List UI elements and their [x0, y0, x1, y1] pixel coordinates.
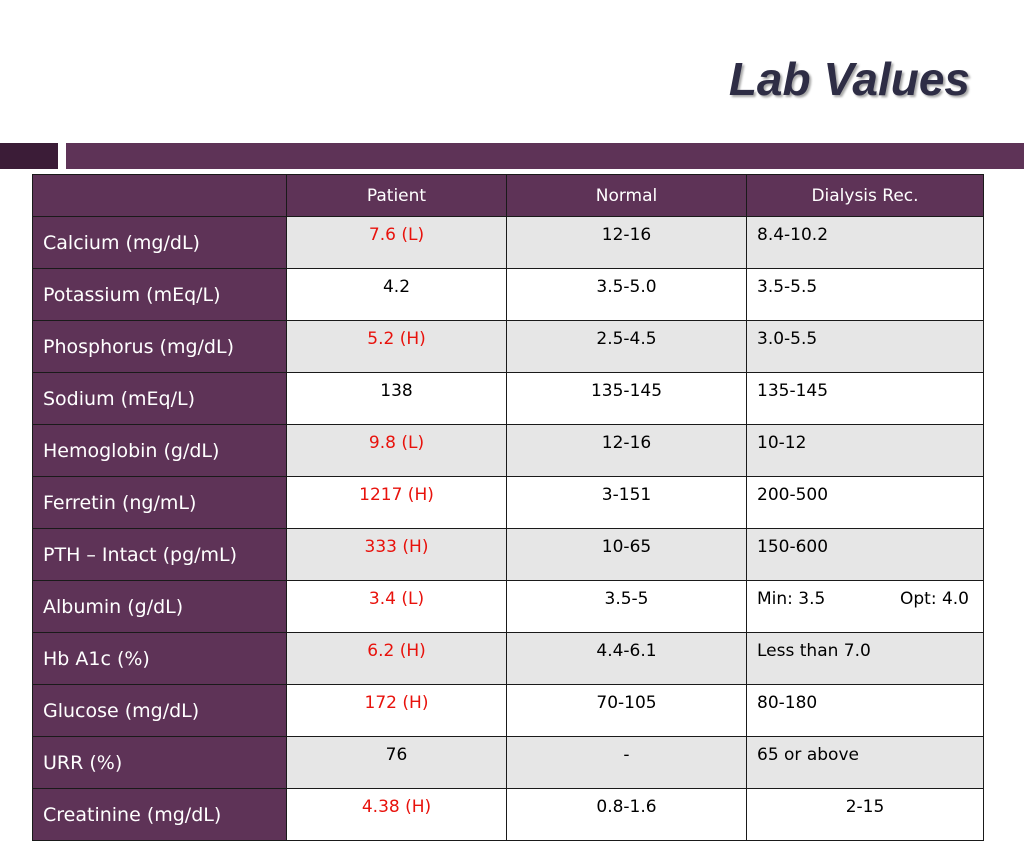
dialysis-min: Min: 3.5 [757, 589, 826, 609]
table-row: Hb A1c (%) 6.2 (H) 4.4-6.1 Less than 7.0 [32, 632, 984, 685]
slide-title: Lab Values [728, 53, 970, 105]
row-label: Sodium (mEq/L) [32, 372, 287, 425]
normal-range: 0.8-1.6 [506, 788, 747, 841]
patient-value: 333 (H) [286, 528, 507, 581]
table-header-row: Patient Normal Dialysis Rec. [32, 174, 984, 217]
patient-value: 6.2 (H) [286, 632, 507, 685]
normal-range: 70-105 [506, 684, 747, 737]
row-label: Calcium (mg/dL) [32, 216, 287, 269]
row-label: Creatinine (mg/dL) [32, 788, 287, 841]
dialysis-range: 10-12 [746, 424, 984, 477]
table-row: Phosphorus (mg/dL) 5.2 (H) 2.5-4.5 3.0-5… [32, 320, 984, 373]
normal-range: 135-145 [506, 372, 747, 425]
normal-range: 3.5-5.0 [506, 268, 747, 321]
patient-value: 3.4 (L) [286, 580, 507, 633]
patient-value: 76 [286, 736, 507, 789]
row-label: Albumin (g/dL) [32, 580, 287, 633]
table-row: PTH – Intact (pg/mL) 333 (H) 10-65 150-6… [32, 528, 984, 581]
header-dialysis: Dialysis Rec. [746, 174, 984, 217]
normal-range: 2.5-4.5 [506, 320, 747, 373]
normal-range: 10-65 [506, 528, 747, 581]
dialysis-range: 200-500 [746, 476, 984, 529]
dialysis-range: 80-180 [746, 684, 984, 737]
table-row: Calcium (mg/dL) 7.6 (L) 12-16 8.4-10.2 [32, 216, 984, 269]
table-row: Potassium (mEq/L) 4.2 3.5-5.0 3.5-5.5 [32, 268, 984, 321]
dialysis-range: 3.5-5.5 [746, 268, 984, 321]
title-divider-bar [66, 143, 1024, 169]
row-label: Glucose (mg/dL) [32, 684, 287, 737]
patient-value: 9.8 (L) [286, 424, 507, 477]
normal-range: 12-16 [506, 216, 747, 269]
table-row: URR (%) 76 - 65 or above [32, 736, 984, 789]
row-label: Hb A1c (%) [32, 632, 287, 685]
dialysis-range: Less than 7.0 [746, 632, 984, 685]
row-label: PTH – Intact (pg/mL) [32, 528, 287, 581]
row-label: Ferretin (ng/mL) [32, 476, 287, 529]
header-patient: Patient [286, 174, 507, 217]
patient-value: 138 [286, 372, 507, 425]
lab-values-table: Patient Normal Dialysis Rec. Calcium (mg… [32, 174, 984, 841]
title-divider-accent [0, 143, 58, 169]
normal-range: 3.5-5 [506, 580, 747, 633]
normal-range: 3-151 [506, 476, 747, 529]
row-label: URR (%) [32, 736, 287, 789]
dialysis-range: 135-145 [746, 372, 984, 425]
normal-range: - [506, 736, 747, 789]
patient-value: 1217 (H) [286, 476, 507, 529]
dialysis-range: 65 or above [746, 736, 984, 789]
row-label: Phosphorus (mg/dL) [32, 320, 287, 373]
patient-value: 172 (H) [286, 684, 507, 737]
dialysis-opt: Opt: 4.0 [899, 589, 969, 609]
table-row: Glucose (mg/dL) 172 (H) 70-105 80-180 [32, 684, 984, 737]
table-row: Albumin (g/dL) 3.4 (L) 3.5-5 Min: 3.5 Op… [32, 580, 984, 633]
patient-value: 4.38 (H) [286, 788, 507, 841]
dialysis-range: 150-600 [746, 528, 984, 581]
patient-value: 5.2 (H) [286, 320, 507, 373]
table-row: Sodium (mEq/L) 138 135-145 135-145 [32, 372, 984, 425]
patient-value: 7.6 (L) [286, 216, 507, 269]
table-row: Ferretin (ng/mL) 1217 (H) 3-151 200-500 [32, 476, 984, 529]
row-label: Hemoglobin (g/dL) [32, 424, 287, 477]
dialysis-range: Min: 3.5 Opt: 4.0 [746, 580, 984, 633]
normal-range: 12-16 [506, 424, 747, 477]
header-corner [32, 174, 287, 217]
row-label: Potassium (mEq/L) [32, 268, 287, 321]
header-normal: Normal [506, 174, 747, 217]
dialysis-range: 8.4-10.2 [746, 216, 984, 269]
normal-range: 4.4-6.1 [506, 632, 747, 685]
patient-value: 4.2 [286, 268, 507, 321]
dialysis-range: 2-15 [746, 788, 984, 841]
table-row: Creatinine (mg/dL) 4.38 (H) 0.8-1.6 2-15 [32, 788, 984, 841]
table-row: Hemoglobin (g/dL) 9.8 (L) 12-16 10-12 [32, 424, 984, 477]
dialysis-range: 3.0-5.5 [746, 320, 984, 373]
